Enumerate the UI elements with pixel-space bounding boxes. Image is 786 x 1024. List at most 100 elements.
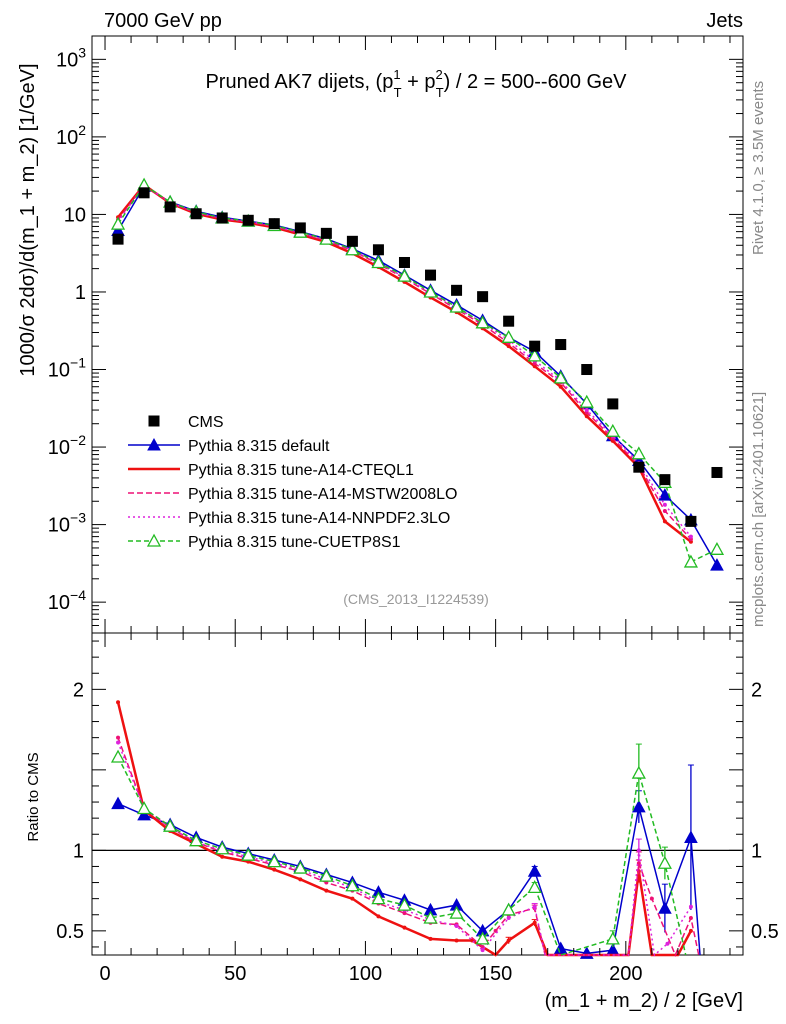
ratio-tick-label-right: 2: [751, 679, 762, 701]
series-point: [662, 502, 667, 507]
y-tick-label: 10−2: [48, 432, 86, 459]
y-tick-label: 10−1: [48, 355, 86, 382]
series-point: [709, 541, 725, 555]
series-point: [558, 384, 563, 389]
data-point: [346, 235, 358, 247]
data-point: [425, 269, 437, 281]
series-point: [475, 931, 490, 945]
y-tick-label: 103: [56, 44, 86, 71]
data-point: [320, 227, 332, 239]
cms-data: [112, 187, 723, 527]
series-point: [506, 915, 511, 920]
data-point: [451, 284, 463, 296]
series-point: [527, 348, 542, 362]
series-point: [532, 904, 537, 909]
x-tick-label: 0: [99, 963, 110, 985]
y-tick-label: 10: [64, 204, 86, 226]
series-point: [584, 408, 589, 413]
ratio-panel: Ratio to CMS 2 2 1 1 0.5 0.5: [25, 632, 779, 959]
x-tick-label: 50: [224, 963, 246, 985]
legend-item-4: Pythia 8.315 tune-CUETP8S1: [128, 533, 401, 551]
series-point: [657, 855, 672, 869]
series-point: [402, 911, 407, 916]
series-point: [475, 315, 490, 329]
side-text-rivet: Rivet 4.1.0, ≥ 3.5M events: [750, 81, 767, 255]
legend-label: Pythia 8.315 tune-A14-MSTW2008LO: [188, 486, 457, 503]
data-point: [112, 233, 124, 245]
legend-item-data: CMS: [148, 414, 224, 431]
y-tick-label: 10−3: [48, 510, 86, 537]
series-point: [658, 488, 672, 501]
data-point: [477, 291, 489, 303]
series-point: [636, 848, 641, 853]
series-point: [428, 936, 433, 941]
series-point: [241, 847, 256, 861]
ratio-tick-label: 0.5: [56, 921, 84, 943]
series-point: [298, 877, 303, 882]
data-point: [633, 461, 645, 473]
series-point: [220, 854, 225, 859]
data-point: [685, 515, 697, 527]
data-point: [581, 364, 593, 376]
data-point: [398, 256, 410, 268]
legend-item-0: Pythia 8.315 default: [128, 437, 330, 455]
x-tick-label: 100: [349, 963, 382, 985]
series-point: [136, 801, 152, 815]
data-point: [242, 214, 254, 226]
series-point: [658, 901, 672, 914]
series-point: [553, 370, 568, 384]
series-point: [116, 735, 121, 740]
series-point: [345, 242, 360, 256]
series-point: [163, 818, 178, 832]
series-point: [449, 905, 464, 919]
ratio-series-line: [117, 802, 701, 956]
data-point: [659, 474, 671, 486]
series-point: [527, 880, 542, 894]
series-point: [662, 519, 667, 524]
series-point: [137, 807, 151, 821]
data-point: [190, 208, 202, 220]
series-point: [501, 902, 516, 916]
legend-label: Pythia 8.315 tune-A14-CTEQL1: [188, 462, 414, 479]
series-point: [631, 799, 646, 813]
series-point: [397, 268, 412, 282]
series-point: [350, 896, 355, 901]
ratio-tick-label: 1: [73, 840, 84, 862]
series-point: [605, 931, 620, 945]
ratio-tick-label-right: 0.5: [751, 921, 779, 943]
ratio-series-line: [117, 756, 687, 956]
series-point: [371, 255, 386, 269]
series-point: [454, 938, 459, 943]
series-point: [111, 796, 125, 810]
series-point: [584, 414, 589, 419]
series-point: [688, 904, 693, 909]
ratio-tick-label-right: 1: [751, 840, 762, 862]
series-point: [688, 915, 693, 920]
x-axis-label: (m_1 + m_2) / 2 [GeV]: [545, 990, 743, 1012]
series-point: [683, 554, 699, 568]
series-point: [272, 867, 277, 872]
data-point: [529, 340, 541, 352]
series-point: [579, 394, 594, 408]
legend-item-3: Pythia 8.315 tune-A14-NNPDF2.3LO: [128, 510, 450, 527]
data-point: [503, 315, 515, 327]
series-point: [506, 938, 511, 943]
series-point: [423, 910, 438, 924]
series-point: [423, 284, 438, 298]
series-point: [710, 558, 724, 571]
series-point: [189, 833, 204, 847]
legend-label: Pythia 8.315 default: [188, 438, 330, 455]
data-point: [607, 398, 619, 410]
series-point: [319, 868, 334, 882]
series-point: [110, 216, 126, 230]
legend-item-2: Pythia 8.315 tune-A14-MSTW2008LO: [128, 486, 457, 503]
series-point: [688, 534, 693, 539]
y-axis-label-main: 1000/σ 2dσ)/d(m_1 + m_2) [1/GeV]: [17, 63, 39, 376]
legend-label: CMS: [188, 414, 224, 431]
series-point: [402, 925, 407, 930]
analysis-id: (CMS_2013_I1224539): [343, 591, 489, 607]
series-point: [215, 841, 230, 855]
series-point: [146, 533, 162, 547]
series-point: [147, 437, 161, 451]
series-point: [662, 508, 667, 513]
